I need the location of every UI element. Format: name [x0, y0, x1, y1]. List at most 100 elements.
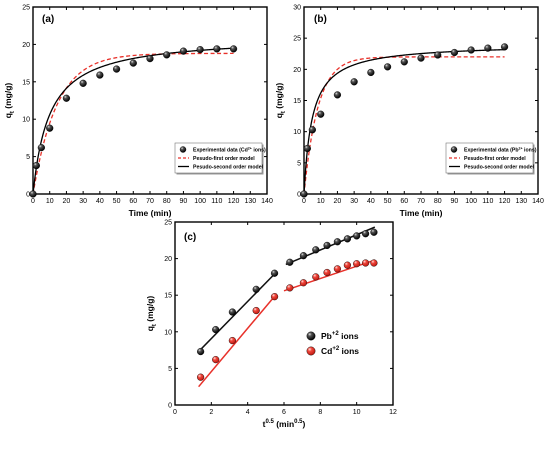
x-tick-label: 10	[46, 198, 54, 205]
data-point	[308, 126, 316, 134]
x-tick-label: 40	[96, 198, 104, 205]
data-point	[333, 238, 342, 246]
y-axis-title-sub: t	[281, 111, 287, 113]
x-tick-label: 60	[129, 198, 137, 205]
data-point	[197, 373, 205, 381]
y-tick-label: 20	[22, 42, 30, 49]
x-tick-label: 100	[465, 198, 477, 205]
x-tick-label: 130	[244, 198, 256, 205]
legend-label-part: Pb	[321, 331, 332, 341]
y-axis-title-part: (mg/g)	[274, 83, 284, 111]
x-tick-label: 80	[163, 198, 171, 205]
x-tick-label: 30	[79, 198, 87, 205]
data-point	[343, 261, 352, 269]
panel-a: 0 10 20 30 40 50 60 70 80 90 100 110 120 130 140 0 5 10 15…	[3, 5, 273, 219]
x-axis-title-sup: 0.5	[266, 419, 275, 425]
linear-fit-line	[283, 259, 376, 292]
y-tick-label: 25	[293, 36, 301, 43]
legend-label: Cd+2 ions	[321, 346, 359, 356]
data-point	[228, 308, 237, 316]
data-point	[96, 71, 104, 79]
y-tick-label: 0	[168, 403, 172, 410]
legend-label-part: Experimental data (Pb	[464, 148, 518, 154]
pseudo-first-order-curve	[303, 56, 505, 195]
data-point	[353, 232, 361, 240]
plot-frame	[174, 221, 394, 406]
data-point	[323, 241, 331, 250]
x-tick-label: 50	[113, 198, 121, 205]
linear-fit-line	[198, 271, 278, 353]
legend-marker	[450, 146, 458, 153]
x-axis-title-sup: 0.5	[294, 419, 303, 425]
y-tick-label: 10	[22, 117, 30, 124]
x-axis-title-part: (min	[274, 419, 294, 429]
y-tick-label: 15	[293, 98, 301, 105]
y-tick-label: 0	[297, 192, 301, 199]
data-point	[270, 293, 279, 301]
y-tick-label: 0	[26, 192, 30, 199]
x-tick-label: 50	[384, 198, 392, 205]
legend-label-part: ions	[339, 331, 359, 341]
y-axis-title-sub: t	[152, 324, 158, 326]
y-axis-title-part: (mg/g)	[145, 296, 155, 324]
panel-label: (a)	[42, 14, 54, 25]
x-tick-label: 120	[499, 198, 511, 205]
y-axis-title-part: q	[3, 113, 13, 118]
data-point	[163, 51, 171, 59]
x-tick-label: 100	[194, 198, 206, 205]
data-point	[46, 124, 54, 132]
data-point	[500, 43, 509, 51]
legend-label-part: Experimental data (Cd	[193, 148, 248, 154]
x-tick-label: 4	[246, 409, 250, 416]
x-tick-label: 70	[417, 198, 425, 205]
y-axis-title-part: (mg/g)	[3, 83, 13, 111]
data-point	[37, 144, 45, 152]
data-point	[212, 326, 220, 334]
x-tick-label: 6	[282, 409, 286, 416]
legend-label-part: ions)	[523, 148, 537, 154]
x-tick-label: 0	[31, 198, 35, 205]
y-tick-label: 20	[164, 256, 172, 263]
data-point	[312, 246, 320, 254]
legend-marker	[306, 346, 316, 356]
x-tick-label: 140	[532, 198, 544, 205]
x-tick-label: 10	[317, 198, 325, 205]
y-axis-title: qt (mg/g)	[145, 296, 158, 332]
data-point	[299, 279, 308, 287]
data-point	[350, 78, 358, 86]
x-tick-label: 30	[350, 198, 358, 205]
x-tick-label: 140	[261, 198, 273, 205]
data-point	[303, 144, 311, 153]
data-point	[333, 265, 342, 273]
panel-b: 0 10 20 30 40 50 60 70 80 90 100 110 120 130 140 0 5 10 15…	[274, 5, 544, 219]
data-point	[317, 110, 325, 118]
x-tick-label: 2	[209, 409, 213, 416]
data-point	[179, 47, 188, 55]
legend-marker	[306, 331, 316, 341]
data-point	[146, 55, 154, 63]
legend-label-sup: +2	[332, 331, 340, 337]
x-axis-title-part: t	[263, 419, 266, 429]
x-tick-label: 10	[353, 409, 361, 416]
data-point	[400, 58, 408, 66]
legend-label: Experimental data (Pb2+ ions)	[464, 147, 537, 154]
data-point	[323, 268, 331, 277]
data-point	[343, 235, 352, 243]
data-point	[370, 259, 378, 267]
data-point	[129, 59, 137, 67]
x-tick-label: 90	[180, 198, 188, 205]
x-tick-label: 90	[451, 198, 459, 205]
x-tick-label: 80	[434, 198, 442, 205]
data-point	[252, 285, 260, 293]
x-tick-label: 20	[63, 198, 71, 205]
data-point	[383, 63, 392, 71]
legend-label-part: ions	[339, 346, 359, 356]
legend-label-sup: +2	[332, 346, 340, 352]
legend-box	[445, 142, 534, 174]
legend-label-sup: 2+	[518, 147, 522, 151]
legend-label-part: Cd	[321, 346, 332, 356]
data-point	[367, 68, 375, 77]
x-tick-label: 60	[400, 198, 408, 205]
